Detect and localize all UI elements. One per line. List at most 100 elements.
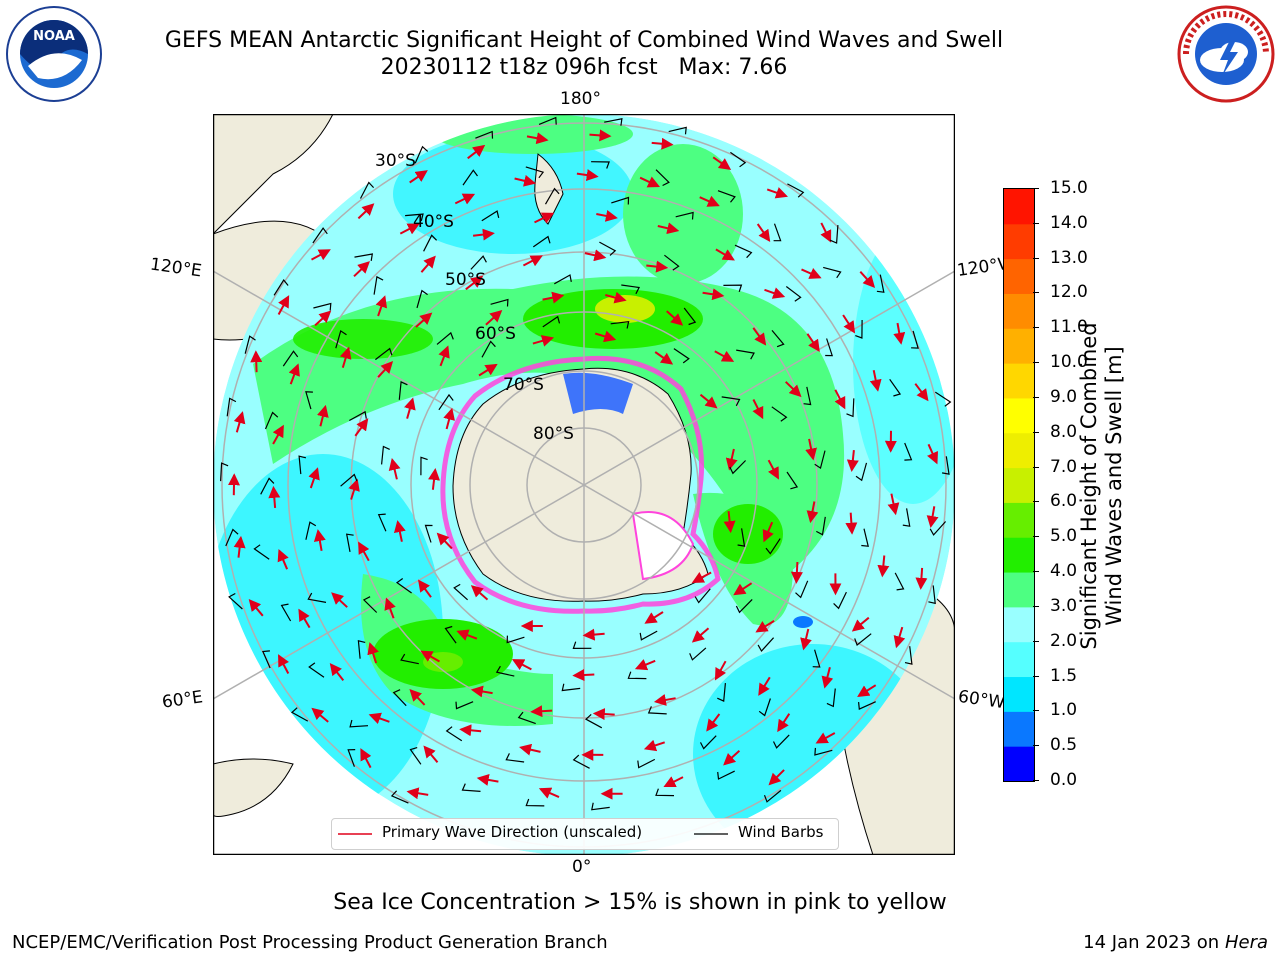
wave-arrow bbox=[519, 743, 541, 756]
wind-barb bbox=[354, 253, 374, 261]
wind-barb bbox=[470, 255, 487, 270]
wave-arrow bbox=[409, 170, 428, 184]
wind-barb bbox=[934, 391, 952, 407]
wave-arrow bbox=[388, 457, 401, 480]
colorbar-swatch bbox=[1004, 363, 1034, 399]
wind-barb bbox=[525, 166, 545, 179]
wave-arrow bbox=[368, 712, 390, 725]
colorbar-swatch bbox=[1004, 328, 1034, 364]
colorbar-tick-label: 0.5 bbox=[1050, 735, 1078, 756]
wind-barb bbox=[225, 528, 239, 547]
wind-barb bbox=[876, 274, 885, 293]
wind-barb bbox=[854, 633, 872, 646]
wave-arrow bbox=[634, 659, 656, 671]
wind-barb bbox=[312, 227, 328, 244]
colorbar-tick-mark bbox=[1033, 605, 1039, 607]
wave-arrow bbox=[467, 144, 486, 160]
wave-arrow bbox=[733, 582, 753, 596]
wave-arrow bbox=[415, 312, 433, 328]
colorbar-tick-label: 1.5 bbox=[1050, 665, 1078, 686]
wave-arrow bbox=[702, 288, 725, 301]
colorbar-tick-label: 0.0 bbox=[1050, 770, 1078, 790]
wave-arrow bbox=[643, 739, 666, 752]
wave-arrow bbox=[653, 694, 676, 706]
wave-arrow bbox=[311, 249, 331, 261]
lat-label-50s: 50°S bbox=[445, 270, 486, 290]
wave-arrow bbox=[268, 485, 281, 508]
wave-arrow bbox=[592, 708, 615, 721]
wave-arrow bbox=[348, 478, 360, 500]
wind-barb bbox=[599, 241, 617, 256]
wave-arrow bbox=[485, 309, 503, 326]
wind-barb bbox=[787, 183, 805, 198]
wind-barb bbox=[542, 315, 561, 328]
colorbar-swatch bbox=[1004, 223, 1034, 260]
wind-barb bbox=[584, 713, 603, 729]
wind-barb bbox=[673, 348, 690, 364]
wave-arrow bbox=[842, 314, 856, 334]
wave-arrow bbox=[534, 212, 555, 224]
wave-arrow bbox=[438, 345, 450, 367]
wave-arrow bbox=[915, 567, 928, 590]
wave-arrow bbox=[277, 548, 289, 570]
polar-map: 30°S 40°S 50°S 60°S 70°S 80°S Primary Wa… bbox=[212, 113, 956, 856]
wind-barb bbox=[424, 524, 433, 543]
wave-arrow bbox=[476, 773, 499, 786]
colorbar-tick-mark bbox=[1033, 536, 1039, 538]
wind-barb bbox=[814, 450, 826, 470]
colorbar-tick-label: 3.0 bbox=[1050, 595, 1078, 616]
wave-arrow bbox=[406, 787, 429, 800]
lat-label-70s: 70°S bbox=[503, 375, 544, 395]
wind-barb bbox=[611, 196, 630, 205]
nws-logo bbox=[1176, 4, 1276, 104]
wind-barb bbox=[610, 321, 630, 329]
wind-barb bbox=[228, 592, 243, 610]
wind-barb bbox=[525, 798, 545, 807]
wind-barb bbox=[894, 572, 905, 591]
wind-barb bbox=[298, 455, 307, 475]
wave-arrow bbox=[288, 363, 300, 385]
colorbar-tick-mark bbox=[1033, 188, 1039, 189]
wave-arrow bbox=[526, 132, 549, 145]
wind-barb bbox=[262, 650, 271, 669]
wave-field-max bbox=[595, 295, 655, 323]
wave-arrow bbox=[308, 467, 320, 489]
wave-arrow bbox=[454, 193, 476, 205]
wind-barb bbox=[390, 790, 409, 804]
wave-arrow bbox=[869, 370, 882, 392]
lat-label-40s: 40°S bbox=[413, 212, 454, 232]
wind-barb bbox=[833, 591, 847, 610]
wind-barb bbox=[572, 754, 590, 769]
wind-barb bbox=[226, 397, 237, 417]
wave-arrow bbox=[576, 169, 599, 181]
wind-barb bbox=[889, 378, 902, 397]
chart-title: GEFS MEAN Antarctic Significant Height o… bbox=[164, 28, 1004, 53]
wave-arrow bbox=[846, 449, 859, 472]
lon-label-0: 0° bbox=[572, 857, 592, 877]
credit-right: 14 Jan 2023 on Hera bbox=[1083, 932, 1268, 953]
wind-barb bbox=[438, 393, 454, 411]
wave-arrow bbox=[768, 769, 785, 786]
sea-ice-caption: Sea Ice Concentration > 15% is shown in … bbox=[333, 890, 947, 915]
wind-barb bbox=[305, 521, 317, 540]
wave-arrow bbox=[663, 776, 684, 788]
wind-barb bbox=[855, 319, 863, 339]
wave-arrow bbox=[472, 228, 495, 241]
wave-arrow bbox=[927, 443, 939, 465]
colorbar-swatch bbox=[1004, 606, 1034, 643]
wave-arrow bbox=[639, 176, 661, 188]
lat-label-80s: 80°S bbox=[533, 424, 574, 444]
wave-arrow bbox=[654, 351, 674, 365]
wind-barb bbox=[444, 625, 457, 644]
colorbar-label-line2: Wind Waves and Swell [m] bbox=[1102, 346, 1126, 626]
wave-arrow bbox=[715, 248, 735, 261]
wave-arrow bbox=[801, 267, 822, 279]
wave-arrow bbox=[530, 705, 553, 718]
wind-barb bbox=[823, 266, 842, 279]
colorbar-tick-mark bbox=[1033, 675, 1039, 677]
wind-barb bbox=[349, 719, 369, 728]
wind-barb bbox=[803, 386, 812, 406]
wave-arrow bbox=[514, 174, 537, 187]
colorbar-tick-mark bbox=[1033, 501, 1039, 503]
wave-field-green-belt-west bbox=[361, 574, 553, 726]
